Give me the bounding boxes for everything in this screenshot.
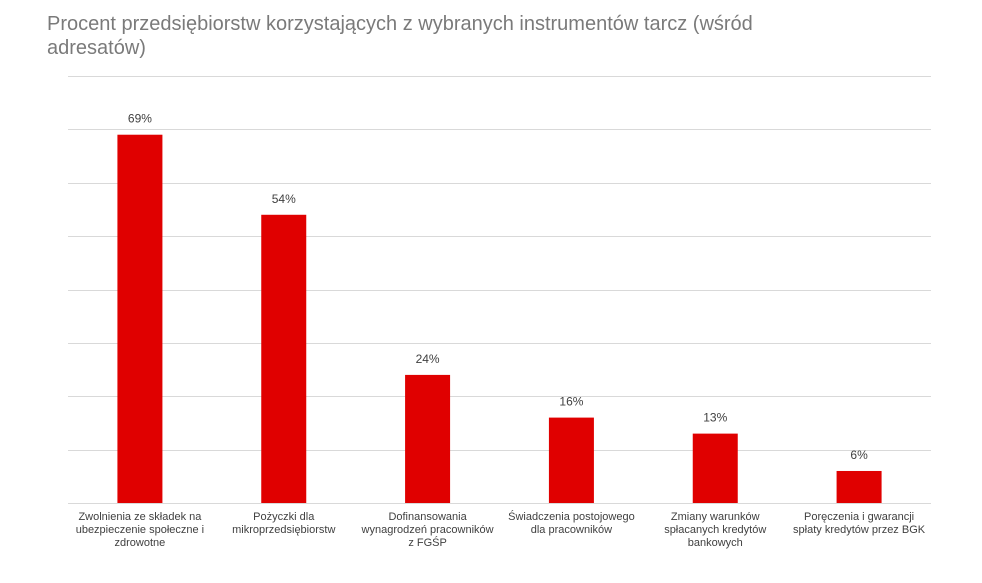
category-label: Pożyczki dla mikroprzedsiębiorstw <box>232 511 335 536</box>
category-label-line: spłacanych kredytów <box>664 524 766 536</box>
category-label-line: zdrowotne <box>115 537 166 549</box>
category-label-line: ubezpieczenie społeczne i <box>76 524 204 536</box>
category-label-line: wynagrodzeń pracowników <box>361 524 494 536</box>
category-label-line: bankowych <box>688 537 743 549</box>
bar <box>548 417 594 503</box>
bar <box>692 433 738 503</box>
category-label-line: Zmiany warunków <box>671 511 760 523</box>
data-label: 13% <box>703 411 727 425</box>
category-label-line: spłaty kredytów przez BGK <box>793 524 926 536</box>
bar <box>836 470 882 503</box>
category-label-line: Pożyczki dla <box>253 511 315 523</box>
category-label: Poręczenia i gwarancji spłaty kredytów pr… <box>793 511 926 536</box>
data-label: 16% <box>559 395 583 409</box>
category-label-line: Świadczenia postojowego <box>508 510 635 523</box>
category-label: Zwolnienia ze składek na ubezpieczenie sp… <box>76 511 204 549</box>
data-label: 54% <box>272 192 296 206</box>
category-label-line: Dofinansowania <box>388 511 467 523</box>
category-label-line: z FGŚP <box>408 536 447 549</box>
category-label: Świadczenia postojowego dla pracowników <box>508 510 635 536</box>
category-label-line: mikroprzedsiębiorstw <box>232 524 335 536</box>
category-label: Zmiany warunków spłacanych kredytów bankow… <box>664 511 766 549</box>
chart-title: Procent przedsiębiorstw korzystających z… <box>47 13 753 59</box>
category-label: Dofinansowania wynagrodzeń pracowników z F… <box>361 511 494 549</box>
category-label-line: dla pracowników <box>531 524 612 536</box>
bar <box>405 374 451 503</box>
category-label-line: Poręczenia i gwarancji <box>804 511 914 523</box>
data-label: 24% <box>416 352 440 366</box>
bar <box>261 214 307 503</box>
data-label: 69% <box>128 112 152 126</box>
category-label-line: Zwolnienia ze składek na <box>78 511 202 523</box>
bar <box>117 134 163 503</box>
data-label: 6% <box>850 448 868 462</box>
